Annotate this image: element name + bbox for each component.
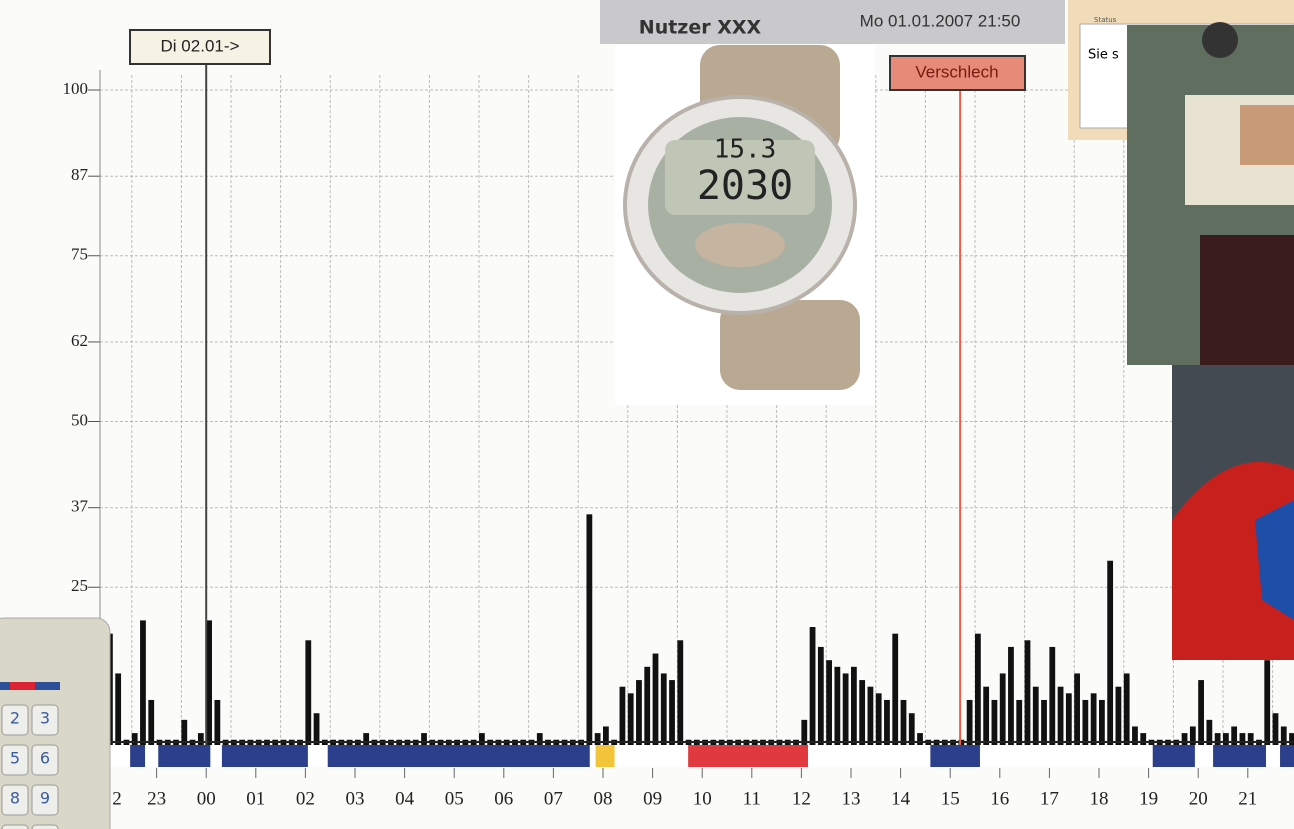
- x-tick-label: 07: [544, 788, 563, 809]
- y-tick-label: 37: [71, 497, 89, 516]
- x-tick-label: 19: [1139, 788, 1158, 809]
- band-segment: [130, 745, 145, 767]
- activity-bar: [818, 647, 824, 753]
- activity-bar: [1033, 687, 1039, 753]
- x-tick-label: 05: [445, 788, 464, 809]
- activity-bar: [305, 640, 311, 753]
- activity-bar: [1116, 687, 1122, 753]
- activity-bar: [1049, 647, 1055, 753]
- activity-bar: [140, 620, 146, 753]
- activity-bar: [620, 687, 626, 753]
- x-tick-label: 00: [197, 788, 216, 809]
- keypad-key-label: 3: [40, 709, 50, 728]
- x-tick-label: 12: [792, 788, 811, 809]
- keypad-key-label: 8: [10, 789, 20, 808]
- activity-bar: [876, 693, 882, 753]
- x-tick-label: 11: [743, 788, 761, 809]
- band-segment: [158, 745, 210, 767]
- x-tick-label: 18: [1090, 788, 1109, 809]
- band-segment: [1213, 745, 1266, 767]
- keypad-key-label: 6: [40, 749, 50, 768]
- keypad-key-label: 5: [10, 749, 20, 768]
- y-tick-label: 100: [63, 79, 89, 98]
- x-tick-label: 08: [594, 788, 613, 809]
- annotation-label: Di 02.01->: [161, 36, 240, 55]
- activity-bar: [983, 687, 989, 753]
- x-tick-label: 10: [693, 788, 712, 809]
- x-tick-label: 20: [1189, 788, 1208, 809]
- x-tick-label: 01: [246, 788, 265, 809]
- chart: 1008775625037252230001020304050607080910…: [0, 0, 1294, 829]
- activity-bar: [975, 634, 981, 753]
- x-tick-label: 09: [643, 788, 662, 809]
- status-text: Sie s: [1088, 48, 1119, 63]
- page: {"header": {"user": "Nutzer XXX", "datet…: [0, 0, 1294, 829]
- activity-bar: [1107, 561, 1113, 753]
- activity-bar: [868, 687, 874, 753]
- watch-line-2: 2030: [697, 163, 793, 209]
- y-tick-label: 75: [71, 245, 88, 264]
- activity-bar: [834, 667, 840, 753]
- band-segment: [1153, 745, 1195, 767]
- x-tick-label: 17: [1040, 788, 1059, 809]
- activity-bar: [826, 660, 832, 753]
- band-segment: [222, 745, 308, 767]
- activity-bar: [892, 634, 898, 753]
- activity-bar: [1058, 687, 1064, 753]
- activity-bar: [677, 640, 683, 753]
- band-segment: [596, 745, 615, 767]
- y-tick-label: 87: [71, 165, 89, 184]
- band-segment: [1280, 745, 1294, 767]
- band-segment: [688, 745, 808, 767]
- x-tick-label: 04: [395, 788, 415, 809]
- keypad-key-label: 2: [10, 709, 20, 728]
- x-tick-label: 13: [842, 788, 861, 809]
- person-photo: [1172, 365, 1294, 660]
- room-photo: [1127, 22, 1294, 365]
- activity-bar: [1066, 693, 1072, 753]
- x-tick-label: 06: [494, 788, 513, 809]
- activity-bar: [644, 667, 650, 753]
- activity-bar: [1091, 693, 1097, 753]
- keypad-photo: 2356890#: [0, 618, 110, 829]
- band-segment: [328, 745, 590, 767]
- x-tick-label: 21: [1238, 788, 1257, 809]
- activity-bar: [586, 514, 592, 753]
- y-tick-label: 50: [71, 410, 88, 429]
- activity-bar: [810, 627, 816, 753]
- x-tick-label: 16: [990, 788, 1009, 809]
- band-segment: [930, 745, 980, 767]
- annotation-label: Verschlech: [915, 62, 998, 81]
- x-tick-label: 2: [112, 788, 122, 809]
- activity-bar: [1008, 647, 1014, 753]
- x-tick-label: 14: [891, 788, 911, 809]
- y-tick-label: 62: [71, 331, 88, 350]
- y-tick-label: 25: [71, 576, 88, 595]
- activity-bar: [1025, 640, 1031, 753]
- x-tick-label: 02: [296, 788, 315, 809]
- watch-line-1: 15.3: [714, 135, 777, 165]
- activity-bar: [1264, 660, 1270, 753]
- x-tick-label: 03: [346, 788, 365, 809]
- watch-photo: 15.3 2030: [615, 45, 875, 405]
- keypad-key-label: 9: [40, 789, 50, 808]
- x-tick-label: 15: [941, 788, 960, 809]
- user-name: Nutzer XXX: [639, 17, 762, 39]
- activity-bar: [851, 667, 857, 753]
- x-tick-label: 23: [147, 788, 166, 809]
- datetime: Mo 01.01.2007 21:50: [860, 11, 1021, 30]
- activity-bar: [628, 693, 634, 753]
- status-title: Status: [1094, 16, 1117, 24]
- activity-bar: [653, 654, 659, 753]
